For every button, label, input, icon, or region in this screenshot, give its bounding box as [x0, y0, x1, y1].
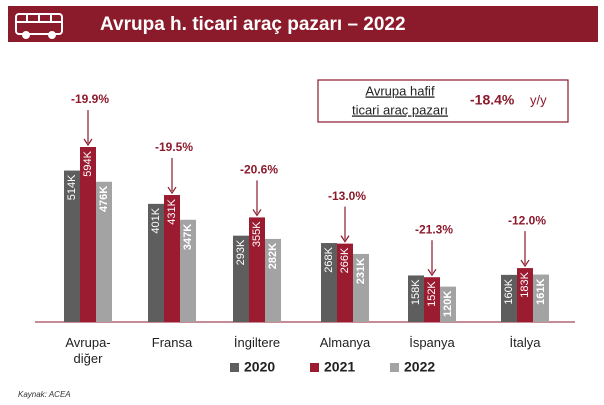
value-label: 355K [251, 221, 263, 247]
arrow-head [340, 235, 350, 243]
arrow-head [252, 209, 262, 217]
value-label: 293K [235, 239, 247, 265]
bar [501, 274, 517, 322]
value-label: 431K [166, 198, 178, 224]
value-label: 152K [426, 281, 438, 307]
change-label: -12.0% [508, 213, 546, 227]
change-label: -19.9% [71, 92, 109, 106]
bar [265, 238, 281, 322]
legend-swatch [310, 363, 319, 372]
box-label: Avrupa hafif [365, 83, 435, 98]
value-label: 161K [535, 279, 547, 305]
change-label: -19.5% [155, 140, 193, 154]
x-tick-label: Fransa [151, 335, 193, 350]
header-bar [8, 6, 598, 42]
bar [148, 203, 164, 322]
chart-title: Avrupa h. ticari araç pazarı – 2022 [100, 14, 406, 35]
summary-box [317, 79, 569, 123]
bar [353, 253, 369, 322]
x-tick-label: İspanya [409, 335, 455, 350]
bar [321, 243, 337, 322]
value-label: 594K [82, 150, 94, 176]
bar [233, 235, 249, 322]
bar [424, 277, 440, 322]
bar [164, 195, 180, 322]
bar [96, 181, 112, 322]
value-label: 476K [98, 186, 110, 212]
change-label: -21.3% [415, 222, 453, 236]
arrow-head [83, 138, 93, 147]
x-tick-label: Avrupa-diğer [65, 335, 111, 366]
legend-label: 2021 [324, 359, 355, 375]
bar [180, 219, 196, 322]
arrow-head [520, 259, 530, 268]
box-label: ticari araç pazarı [352, 102, 448, 117]
value-label: 514K [66, 174, 78, 200]
value-label: 158K [410, 279, 422, 305]
bar [64, 170, 80, 322]
arrow-head [167, 186, 177, 195]
legend-swatch [230, 363, 239, 372]
value-label: 268K [323, 246, 335, 272]
value-label: 231K [355, 258, 367, 284]
x-tick-label: Almanya [319, 335, 371, 350]
value-label: 266K [339, 247, 351, 273]
x-tick-label: İtalya [509, 335, 541, 350]
x-tick-label: İngiltere [233, 335, 281, 350]
bar [440, 286, 456, 322]
change-label: -13.0% [328, 189, 366, 203]
value-label: 183K [519, 271, 531, 297]
bar [408, 275, 424, 322]
bar [533, 274, 549, 322]
box-value: -18.4% [470, 92, 515, 108]
bar [517, 268, 533, 322]
value-label: 120K [442, 291, 454, 317]
bar [249, 217, 265, 322]
value-label: 347K [182, 224, 194, 250]
legend-swatch [390, 363, 399, 372]
legend-label: 2022 [404, 359, 435, 375]
source: Kaynak: ACEA [18, 390, 71, 399]
bus-icon [15, 13, 63, 39]
bar [80, 147, 96, 322]
box-unit: y/y [530, 92, 547, 107]
value-label: 282K [267, 243, 279, 269]
bar [337, 243, 353, 322]
value-label: 160K [503, 278, 515, 304]
value-label: 401K [150, 207, 162, 233]
arrow-head [427, 268, 437, 277]
change-label: -20.6% [240, 163, 278, 177]
legend-label: 2020 [244, 359, 275, 375]
